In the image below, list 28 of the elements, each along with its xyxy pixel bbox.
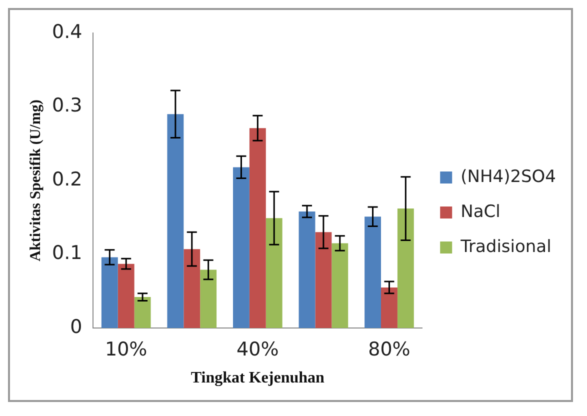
bar bbox=[200, 270, 217, 328]
y-tick-label: 0.1 bbox=[52, 242, 82, 264]
bar bbox=[332, 243, 348, 328]
bar bbox=[315, 232, 332, 328]
x-tick-label: 80% bbox=[368, 338, 410, 360]
bar bbox=[134, 297, 151, 328]
y-tick-label: 0.3 bbox=[52, 94, 82, 117]
bar bbox=[101, 257, 118, 328]
legend-label: (NH4)2SO4 bbox=[460, 166, 556, 187]
bar bbox=[381, 287, 398, 328]
x-tick-label: 40% bbox=[236, 338, 279, 360]
legend-label: Tradisional bbox=[460, 236, 552, 257]
legend-label: NaCl bbox=[460, 202, 500, 222]
y-axis-title: Aktivitas Spesifik (U/mg) bbox=[28, 100, 44, 262]
y-tick-label: 0.2 bbox=[52, 168, 82, 190]
bar bbox=[184, 249, 200, 328]
bar bbox=[167, 114, 184, 328]
bar bbox=[249, 128, 266, 328]
x-axis-title: Tingkat Kejenuhan bbox=[190, 370, 325, 387]
x-tick-label: 10% bbox=[104, 338, 148, 360]
y-tick-label: 0 bbox=[70, 316, 82, 338]
bar bbox=[233, 167, 250, 328]
bar bbox=[364, 216, 382, 328]
bar bbox=[397, 208, 414, 328]
y-tick-label: 0.4 bbox=[52, 20, 82, 43]
bar bbox=[298, 211, 316, 328]
bar bbox=[266, 218, 282, 328]
bar bbox=[118, 264, 134, 328]
